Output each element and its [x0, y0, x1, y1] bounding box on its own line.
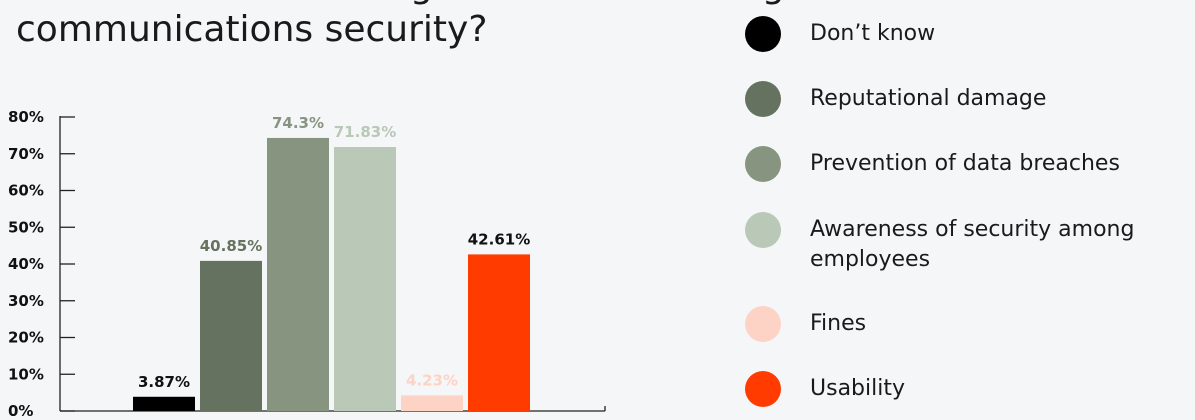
legend-swatch: [745, 371, 781, 407]
data-label: 40.85%: [200, 237, 262, 255]
legend-item: Usability: [745, 371, 1190, 407]
y-tick-label: 30%: [8, 292, 44, 310]
legend-swatch: [745, 212, 781, 248]
chart-legend: Don’t know Reputational damage Prevention …: [745, 0, 1195, 420]
legend-label: Fines: [810, 311, 867, 336]
legend-label: Don’t know: [810, 21, 936, 46]
data-label: 74.3%: [272, 114, 324, 132]
y-tick-label: 70%: [8, 145, 44, 163]
legend-label: Awareness of security among employees: [810, 217, 1135, 272]
legend-item: Awareness of security among employees: [745, 212, 1190, 275]
bar: [401, 395, 463, 411]
data-label: 3.87%: [138, 373, 190, 391]
legend-swatch: [745, 81, 781, 117]
y-tick-label: 20%: [8, 329, 44, 347]
legend-item: Fines: [745, 306, 1190, 342]
legend-label: Usability: [810, 376, 905, 401]
bar: [267, 137, 329, 411]
legend-item: Don’t know: [745, 16, 1190, 52]
y-tick-label: 60%: [8, 182, 44, 200]
chart-title: Which were the driving factors for a cha…: [16, 0, 851, 52]
bar: [334, 147, 396, 411]
y-tick-label: 0%: [8, 402, 33, 420]
legend-label: Prevention of data breaches: [810, 151, 1120, 176]
y-tick-label: 50%: [8, 218, 44, 236]
data-label: 42.61%: [468, 230, 530, 248]
legend-label: Reputational damage: [810, 86, 1047, 111]
legend-swatch: [745, 306, 781, 342]
chart-title-line-2: communications security?: [16, 9, 488, 50]
bar-chart: 0% 10% 20% 30% 40% 50% 60% 70% 80% 3.87% 40.85% 74.…: [8, 108, 606, 420]
legend-swatch: [745, 146, 781, 182]
legend-swatch: [745, 16, 781, 52]
chart-title-line-1: Which were the driving factors for a cha…: [16, 0, 851, 8]
y-tick-label: 10%: [8, 365, 44, 383]
y-tick-label: 40%: [8, 255, 44, 273]
bar: [133, 396, 195, 411]
legend-item: Prevention of data breaches: [745, 146, 1190, 182]
y-tick-label: 80%: [8, 108, 44, 126]
bar: [468, 254, 530, 411]
bar: [200, 260, 262, 411]
data-label: 71.83%: [334, 123, 396, 141]
legend-item: Reputational damage: [745, 81, 1190, 117]
data-label: 4.23%: [406, 371, 458, 389]
